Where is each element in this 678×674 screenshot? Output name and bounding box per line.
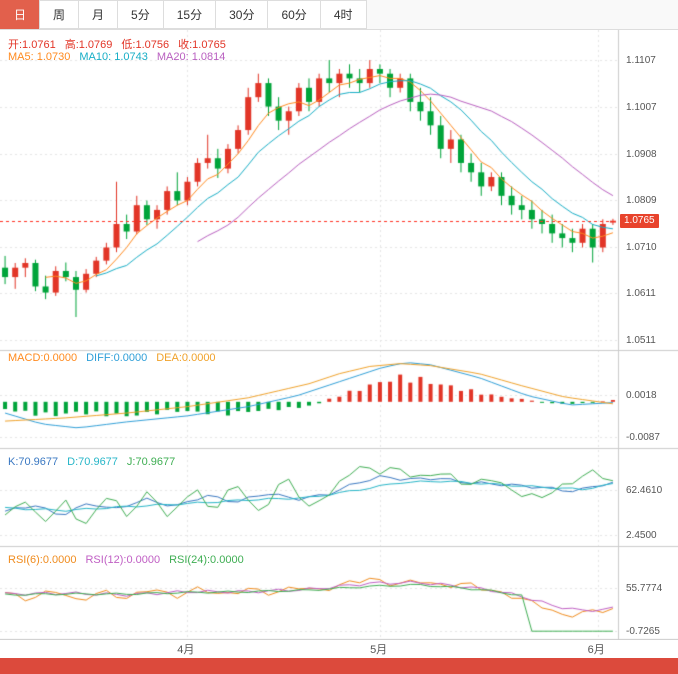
timeframe-tabs: 日周月 5分 15分 30分 60分 4时 (0, 0, 678, 30)
y-axis-label: 1.1107 (626, 55, 656, 67)
y-axis-label: 1.1007 (626, 102, 657, 114)
y-axis-label: 1.0908 (626, 148, 657, 160)
x-axis-label: 4月 (177, 644, 195, 656)
timeframe-tab-7[interactable]: 4时 (319, 0, 367, 29)
y-axis-label: -0.0087 (626, 431, 660, 443)
y-axis-label: 62.4610 (626, 484, 663, 496)
y-axis-label: 1.0809 (626, 195, 657, 207)
timeframe-tab-3[interactable]: 5分 (117, 0, 163, 29)
price-chart-canvas[interactable] (0, 30, 678, 640)
x-axis-label: 5月 (370, 644, 388, 656)
timeframe-tab-6[interactable]: 60分 (267, 0, 320, 29)
x-axis-label: 6月 (587, 644, 605, 656)
timeframe-tab-4[interactable]: 15分 (162, 0, 216, 29)
y-axis-label: 1.0511 (626, 335, 656, 346)
y-axis-label: 1.0710 (626, 241, 657, 253)
chart-area: 开:1.0761 高:1.0769 低:1.0756 收:1.0765 MA5: 1.… (0, 30, 678, 640)
x-axis: 4月 5月 6月 (0, 640, 678, 658)
timeframe-tab-1[interactable]: 周 (39, 0, 79, 29)
bottom-bar (0, 658, 678, 674)
y-axis-label: 55.7774 (626, 583, 663, 595)
y-axis-label: 0.0018 (626, 389, 657, 401)
current-price-tag: 1.0765 (620, 213, 659, 228)
y-axis-label: 1.0611 (626, 288, 656, 300)
timeframe-tab-2[interactable]: 月 (78, 0, 118, 29)
y-axis: 1.1107 1.1007 1.0908 1.0809 1.0710 1.0611 1.05… (620, 30, 678, 640)
y-axis-label: -0.7265 (626, 626, 660, 638)
y-axis-label: 2.4500 (626, 529, 657, 541)
timeframe-tab-0[interactable]: 日 (0, 0, 40, 29)
timeframe-tab-5[interactable]: 30分 (215, 0, 268, 29)
